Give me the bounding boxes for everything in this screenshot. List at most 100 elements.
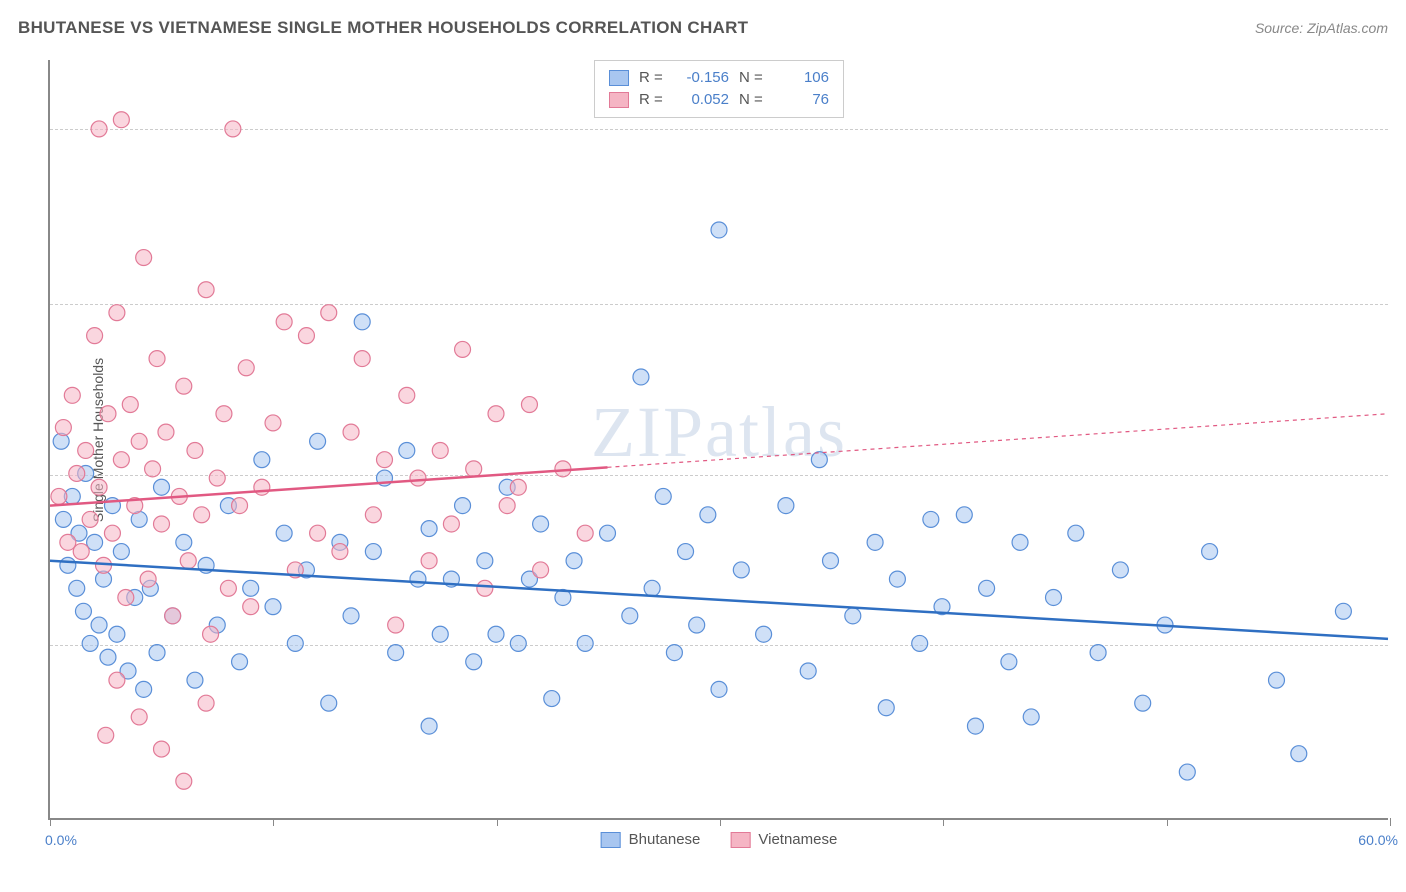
scatter-point (756, 626, 772, 642)
scatter-point (75, 603, 91, 619)
scatter-point (149, 351, 165, 367)
scatter-point (180, 553, 196, 569)
scatter-point (956, 507, 972, 523)
scatter-point (700, 507, 716, 523)
scatter-point (82, 511, 98, 527)
scatter-point (343, 424, 359, 440)
scatter-point (878, 700, 894, 716)
legend-item-vietnamese: Vietnamese (730, 831, 837, 848)
scatter-point (198, 282, 214, 298)
scatter-point (113, 112, 129, 128)
scatter-point (104, 525, 120, 541)
y-tick-label: 3.8% (1393, 637, 1406, 653)
chart-area: Single Mother Households ZIPatlas 3.8%7.… (48, 60, 1388, 820)
scatter-point (365, 507, 381, 523)
scatter-point (287, 635, 303, 651)
scatter-point (98, 727, 114, 743)
x-tick (497, 818, 498, 826)
scatter-point (1023, 709, 1039, 725)
scatter-point (154, 741, 170, 757)
scatter-point (113, 544, 129, 560)
scatter-point (466, 654, 482, 670)
scatter-point (889, 571, 905, 587)
scatter-point (109, 672, 125, 688)
scatter-point (455, 341, 471, 357)
scatter-point (276, 525, 292, 541)
scatter-point (91, 617, 107, 633)
scatter-point (100, 406, 116, 422)
scatter-point (321, 695, 337, 711)
swatch-bhutanese-icon (601, 832, 621, 848)
scatter-point (655, 488, 671, 504)
scatter-point (689, 617, 705, 633)
n-label: N = (739, 89, 767, 111)
scatter-point (310, 433, 326, 449)
series-legend: Bhutanese Vietnamese (601, 831, 838, 848)
scatter-point (232, 654, 248, 670)
source-label: Source: (1255, 20, 1307, 36)
scatter-point (118, 590, 134, 606)
scatter-point (912, 635, 928, 651)
x-tick (720, 818, 721, 826)
scatter-point (321, 305, 337, 321)
scatter-point (109, 626, 125, 642)
scatter-point (421, 718, 437, 734)
scatter-point (145, 461, 161, 477)
x-tick (273, 818, 274, 826)
source-attribution: Source: ZipAtlas.com (1255, 20, 1388, 36)
scatter-point (1012, 534, 1028, 550)
scatter-point (1090, 645, 1106, 661)
legend-label-vietnamese: Vietnamese (758, 831, 837, 848)
scatter-point (140, 571, 156, 587)
scatter-point (711, 222, 727, 238)
stats-row-vietnamese: R = 0.052 N = 76 (609, 89, 829, 111)
legend-label-bhutanese: Bhutanese (629, 831, 701, 848)
scatter-point (60, 557, 76, 573)
scatter-point (979, 580, 995, 596)
x-tick (50, 818, 51, 826)
x-tick (943, 818, 944, 826)
scatter-point (100, 649, 116, 665)
scatter-point (1291, 746, 1307, 762)
scatter-point (149, 645, 165, 661)
scatter-point (733, 562, 749, 578)
scatter-point (1046, 590, 1062, 606)
scatter-point (800, 663, 816, 679)
scatter-point (477, 580, 493, 596)
x-min-label: 0.0% (45, 832, 77, 848)
scatter-point (194, 507, 210, 523)
scatter-point (122, 397, 138, 413)
scatter-point (64, 387, 80, 403)
legend-item-bhutanese: Bhutanese (601, 831, 701, 848)
scatter-point (499, 498, 515, 514)
scatter-point (388, 617, 404, 633)
x-max-label: 60.0% (1358, 832, 1398, 848)
scatter-point (410, 470, 426, 486)
plot-region: ZIPatlas 3.8%7.5%11.2%15.0% R = -0.156 N… (48, 60, 1388, 820)
scatter-point (51, 488, 67, 504)
scatter-point (867, 534, 883, 550)
scatter-point (510, 479, 526, 495)
scatter-point (310, 525, 326, 541)
scatter-point (113, 452, 129, 468)
scatter-point (1112, 562, 1128, 578)
scatter-point (136, 250, 152, 266)
scatter-point (432, 626, 448, 642)
scatter-point (644, 580, 660, 596)
scatter-point (845, 608, 861, 624)
scatter-point (91, 479, 107, 495)
r-label: R = (639, 67, 667, 89)
scatter-point (220, 580, 236, 596)
scatter-point (176, 534, 192, 550)
stats-row-bhutanese: R = -0.156 N = 106 (609, 67, 829, 89)
scatter-point (254, 452, 270, 468)
swatch-bhutanese (609, 70, 629, 86)
scatter-point (276, 314, 292, 330)
scatter-point (343, 608, 359, 624)
scatter-point (633, 369, 649, 385)
scatter-point (131, 433, 147, 449)
scatter-point (55, 511, 71, 527)
scatter-point (216, 406, 232, 422)
scatter-point (544, 691, 560, 707)
scatter-point (577, 635, 593, 651)
